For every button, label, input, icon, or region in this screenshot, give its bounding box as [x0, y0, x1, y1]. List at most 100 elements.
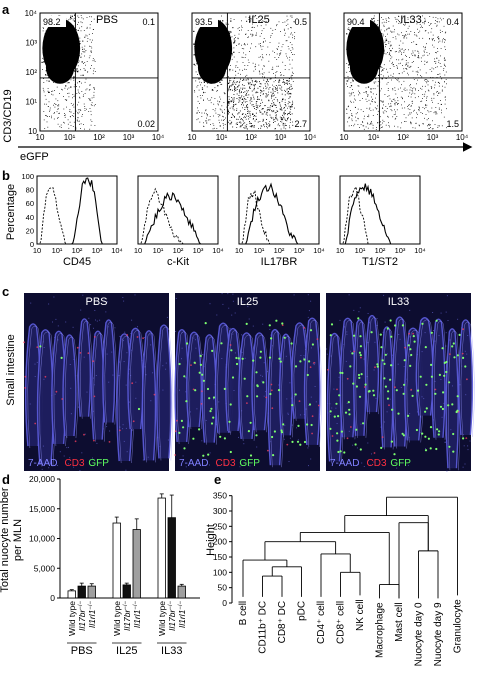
panel-a-ytick-label: 10	[28, 127, 37, 136]
quadrant-value-bottom-right: 2.7	[294, 119, 307, 129]
histogram-frame	[238, 175, 320, 245]
bar	[67, 590, 76, 599]
panel-letter-c: c	[2, 284, 9, 299]
panel-a-xtick-label: 10²	[245, 133, 257, 142]
panel-d-group-label: PBS	[71, 645, 93, 657]
stain-legend-entry: CD3	[367, 458, 387, 469]
panel-d-ytick-label: 20,000	[29, 474, 55, 484]
panel-d-ylabel-line2: per MLN	[12, 519, 24, 561]
panel-d-category-label: Il1rl1−/−	[132, 601, 142, 629]
quadrant-value-top-right: 0.5	[294, 17, 307, 27]
cd3-signal	[327, 328, 468, 454]
panel-d-ytick-label: 0	[50, 593, 55, 603]
panel-a-xtick-label: 10⁴	[304, 133, 317, 142]
histogram-marker-label: T1/ST2	[362, 256, 398, 268]
panel-e-ytick-label: 300	[213, 506, 227, 516]
bar	[122, 584, 131, 599]
panel-d-group-label: IL33	[161, 645, 182, 657]
histogram-frame	[137, 175, 219, 245]
histogram-plot: 10 10¹ 10² 10³ 10⁴ CD45	[33, 175, 123, 268]
panel-d-ytick-label: 15,000	[29, 504, 55, 514]
panel-a-xtick-label: 10¹	[64, 133, 76, 142]
panel-b-xtick-label: 10	[235, 246, 243, 255]
panel-e-ytick-label: 100	[213, 567, 227, 577]
flow-plot-title: IL25	[248, 14, 269, 26]
histogram-plot: 10 10¹ 10² 10³ 10⁴ IL17BR	[235, 175, 325, 268]
bar	[167, 517, 176, 599]
panel-c-side-label: Small intestine	[5, 334, 17, 406]
panel-d-category-label: Il17br−/−	[122, 601, 132, 631]
panel-b-xtick-label: 10²	[72, 246, 83, 255]
panel-a-ytick-labels: 10 10¹ 10² 10³ 10⁴	[25, 9, 38, 136]
micrograph: PBS 7-AAD CD3 GFP	[23, 293, 174, 471]
dendrogram-leaf-label: CD11b⁺ DC	[258, 601, 269, 654]
panel-a-xtick-label: 10⁴	[152, 133, 165, 142]
panel-letter-b: b	[2, 168, 10, 183]
histogram-stained-curve	[138, 191, 218, 245]
bar	[177, 585, 186, 599]
flow-plot-title: PBS	[96, 14, 118, 26]
histogram-frame	[339, 175, 421, 245]
histogram-stained-curve	[239, 182, 319, 245]
panel-d-ytick-label: 10,000	[29, 534, 55, 544]
panel-b-xtick-label: 10	[134, 246, 142, 255]
panel-b-xtick-label: 10¹	[52, 246, 63, 255]
panel-a-ytick-label: 10¹	[25, 98, 37, 107]
panel-b-ytick-label: 60	[26, 199, 34, 208]
stain-legend-entry: GFP	[239, 458, 260, 469]
panel-b-xtick-label: 10¹	[153, 246, 164, 255]
panel-letter-a: a	[2, 2, 10, 17]
panel-b-xtick-label: 10²	[274, 246, 285, 255]
histogram-plot: 10 10¹ 10² 10³ 10⁴ T1/ST2	[336, 175, 426, 268]
flow-plot: IL33 90.4 0.4 1.5 10 10¹ 10² 10³ 10⁴	[340, 12, 469, 142]
panel-d-category-label: Il17br−/−	[77, 601, 87, 631]
dendrogram-leaf-label: CD8⁺ cell	[336, 601, 347, 644]
panel-d-category-label: Il17br−/−	[167, 601, 177, 631]
panel-a-ylabel: CD3/CD19	[2, 89, 14, 142]
panel-b: Percentage 0 20 40 60 80 100 10 10¹ 10² 10³ 10⁴ CD4…	[5, 172, 426, 268]
quadrant-value-top-right: 0.1	[142, 17, 155, 27]
gfp-signal	[39, 345, 141, 411]
histogram-stained-curve	[340, 183, 420, 245]
stain-legend-entry: CD3	[65, 458, 85, 469]
quadrant-value-bottom-right: 0.02	[137, 119, 155, 129]
panel-a-xtick-label: 10	[340, 133, 349, 142]
bar	[132, 529, 141, 599]
panel-d-category-label: Wild type	[157, 601, 167, 636]
panel-b-ytick-label: 20	[26, 226, 34, 235]
panel-e-ytick-label: 250	[213, 521, 227, 531]
panel-d-group-label: IL25	[116, 645, 137, 657]
stain-legend-entry: 7-AAD	[28, 458, 57, 469]
panel-b-xtick-label: 10¹	[355, 246, 366, 255]
panel-a-xlabel: eGFP	[20, 151, 49, 163]
panel-b-ytick-label: 40	[26, 213, 34, 222]
stain-legend-entry: GFP	[390, 458, 411, 469]
micrograph-title: IL33	[388, 296, 409, 308]
panel-a-xtick-label: 10²	[93, 133, 105, 142]
histogram-marker-label: IL17BR	[261, 256, 298, 268]
panel-a-xtick-label: 10³	[275, 133, 287, 142]
stain-legend-entry: CD3	[216, 458, 236, 469]
panel-b-xtick-label: 10¹	[254, 246, 265, 255]
panel-e-ytick-label: 150	[213, 552, 227, 562]
dendrogram-leaf-label: pDC	[297, 601, 308, 621]
panel-b-xtick-label: 10	[33, 246, 41, 255]
panel-e: Height 0 50 100 150 200 250 300 350 B cell CD11b⁺…	[205, 491, 464, 667]
panel-e-ytick-label: 350	[213, 491, 227, 501]
panel-a-xtick-label: 10	[36, 133, 45, 142]
histogram-control-curve	[138, 187, 218, 245]
panel-letter-d: d	[2, 472, 10, 487]
panel-e-ylabel: Height	[205, 524, 217, 556]
micrograph: IL25 7-AAD CD3 GFP	[174, 293, 323, 471]
cd3-signal	[174, 324, 320, 456]
panel-b-xtick-label: 10⁴	[414, 246, 426, 255]
panel-b-xtick-label: 10³	[92, 246, 103, 255]
panel-b-xtick-label: 10	[336, 246, 344, 255]
panel-a-xtick-label: 10³	[123, 133, 135, 142]
quadrant-value-top-left: 98.2	[43, 17, 61, 27]
panel-b-xtick-label: 10⁴	[313, 246, 325, 255]
gfp-signal	[178, 319, 314, 457]
